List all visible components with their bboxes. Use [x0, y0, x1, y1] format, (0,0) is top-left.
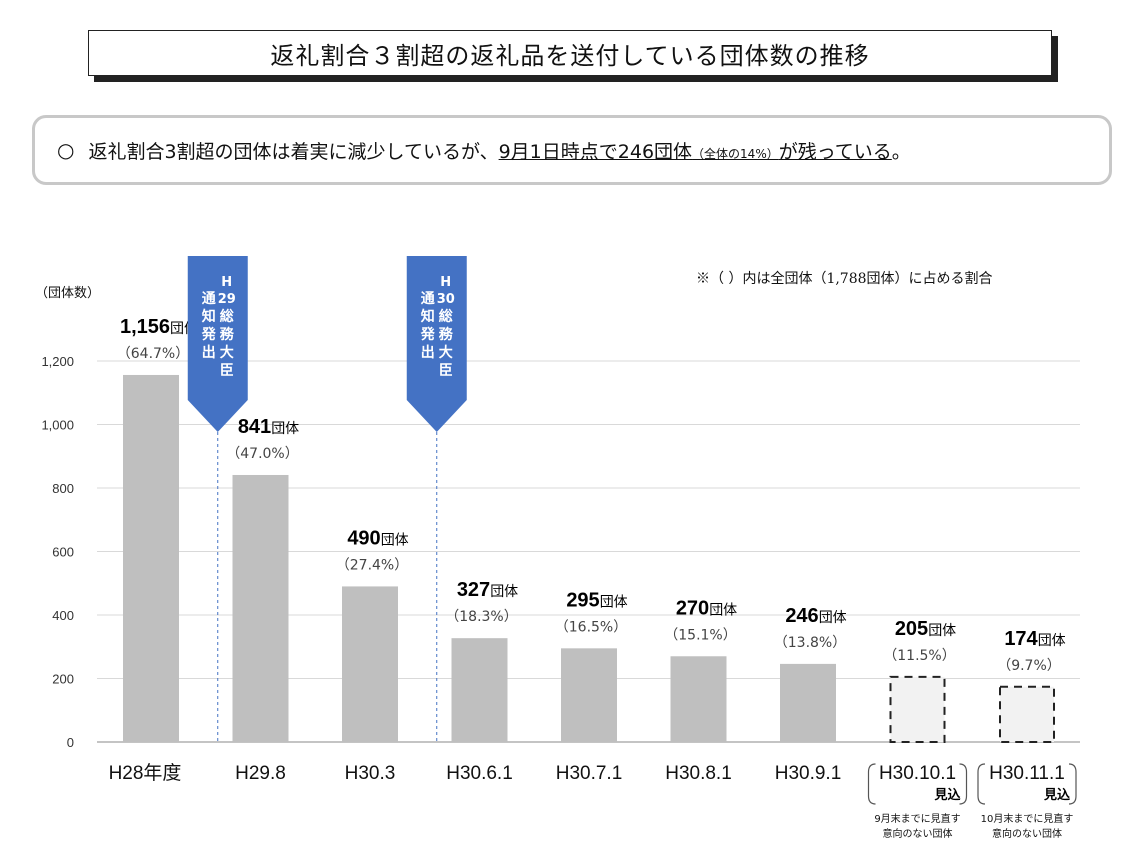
value-label: 295団体 [566, 589, 627, 611]
value-label: 174団体 [1004, 628, 1065, 650]
announcement-char: 務 [220, 326, 235, 343]
percent-label: （16.5%） [555, 619, 627, 635]
percent-label: （64.7%） [117, 346, 189, 362]
announcement-char: 臣 [439, 363, 453, 379]
x-tick-label: H30.11.1 [989, 763, 1065, 784]
announcement-year-num: 30 [437, 292, 455, 307]
x-tick-label: H29.8 [235, 763, 286, 784]
summary-callout: ○ 返礼割合3割超の団体は着実に減少しているが、 9月1日時点で246団体（全体… [32, 115, 1112, 185]
percent-label: （11.5%） [883, 648, 955, 664]
announcement-char: 総 [220, 308, 234, 325]
y-tick-label: 0 [67, 735, 74, 750]
announcement-char: 知 [421, 308, 435, 325]
x-tick-label: H30.6.1 [446, 763, 513, 784]
bracket-left [977, 763, 986, 805]
bracket-right [1068, 763, 1077, 805]
y-tick-label: 200 [52, 672, 74, 687]
announcement-char: 総 [439, 308, 453, 325]
x-tick-label: H30.10.1 [879, 763, 956, 784]
announcement-char: 通 [202, 291, 216, 307]
announcement-char: 知 [202, 308, 216, 325]
value-label: 1,156団体 [120, 316, 198, 338]
projected-bar [999, 685, 1055, 744]
announcement-year: H [221, 275, 232, 290]
announcement-arrow [187, 256, 248, 432]
y-tick-label: 600 [52, 545, 74, 560]
announcement-arrow [406, 256, 467, 432]
bar [342, 586, 398, 742]
y-axis-unit-label: （団体数） [35, 286, 101, 301]
announcement-char: 務 [439, 326, 454, 343]
value-label: 490団体 [347, 527, 408, 549]
projected-bar [889, 675, 946, 743]
value-label: 205団体 [895, 618, 956, 640]
x-tick-label: H30.9.1 [775, 763, 842, 784]
summary-highlight-main: 9月1日時点で246団体 [498, 140, 693, 163]
summary-text: 返礼割合3割超の団体は着実に減少しているが、 [88, 140, 499, 163]
projection-suffix: 見込 [1043, 787, 1071, 803]
projection-note: 意向のない団体 [883, 827, 953, 840]
announcement-char: 臣 [220, 363, 234, 379]
x-tick-label: H30.7.1 [556, 763, 623, 784]
announcement-year: H [440, 275, 451, 290]
summary-highlight-tail: が残っている [778, 140, 892, 163]
announcement-char: 発 [201, 326, 217, 343]
percent-label: （13.8%） [774, 635, 846, 651]
bar [670, 656, 727, 742]
announcement-year-num: 29 [218, 292, 236, 307]
x-tick-label: H28年度 [109, 762, 182, 784]
announcement-char: 発 [420, 326, 436, 343]
projection-note: 10月末までに見直す [981, 812, 1074, 825]
value-label: 841団体 [238, 416, 299, 438]
y-tick-label: 800 [52, 481, 74, 496]
x-tick-label: H30.8.1 [665, 763, 732, 784]
value-label: 327団体 [457, 579, 518, 601]
summary-highlight: 9月1日時点で246団体（全体の14%）が残っている [499, 137, 892, 164]
y-tick-label: 1,000 [41, 418, 74, 433]
bar [123, 374, 179, 742]
bracket-left [867, 763, 876, 805]
projection-note: 意向のない団体 [992, 827, 1062, 840]
share-note: ※（ ）内は全団体（1,788団体）に占める割合 [696, 271, 993, 287]
announcement-char: 出 [202, 344, 216, 361]
percent-label: （18.3%） [445, 609, 517, 625]
y-tick-label: 400 [52, 608, 74, 623]
announcement-char: 出 [421, 344, 435, 361]
summary-highlight-share: （全体の14%） [692, 146, 779, 161]
percent-label: （27.4%） [336, 557, 408, 573]
summary-end: 。 [891, 140, 911, 163]
projection-note: 9月末までに見直す [874, 812, 960, 825]
percent-label: （47.0%） [226, 446, 298, 462]
value-label: 270団体 [676, 597, 737, 619]
bar [232, 474, 289, 742]
percent-label: （15.1%） [664, 627, 736, 643]
y-tick-label: 1,200 [41, 354, 74, 369]
value-label: 246団体 [785, 605, 846, 627]
announcement-char: 通 [421, 291, 435, 307]
percent-label: （9.7%） [997, 658, 1061, 674]
announcement-char: 大 [220, 344, 234, 361]
announcement-char: 大 [439, 344, 453, 361]
page-title: 返礼割合３割超の返礼品を送付している団体数の推移 [88, 30, 1052, 76]
bar [780, 663, 836, 742]
projection-suffix: 見込 [933, 787, 961, 803]
bar [561, 648, 617, 742]
bracket-right [959, 763, 968, 805]
bullet-marker: ○ [57, 138, 75, 162]
bar [451, 638, 508, 742]
x-tick-label: H30.3 [345, 763, 396, 784]
